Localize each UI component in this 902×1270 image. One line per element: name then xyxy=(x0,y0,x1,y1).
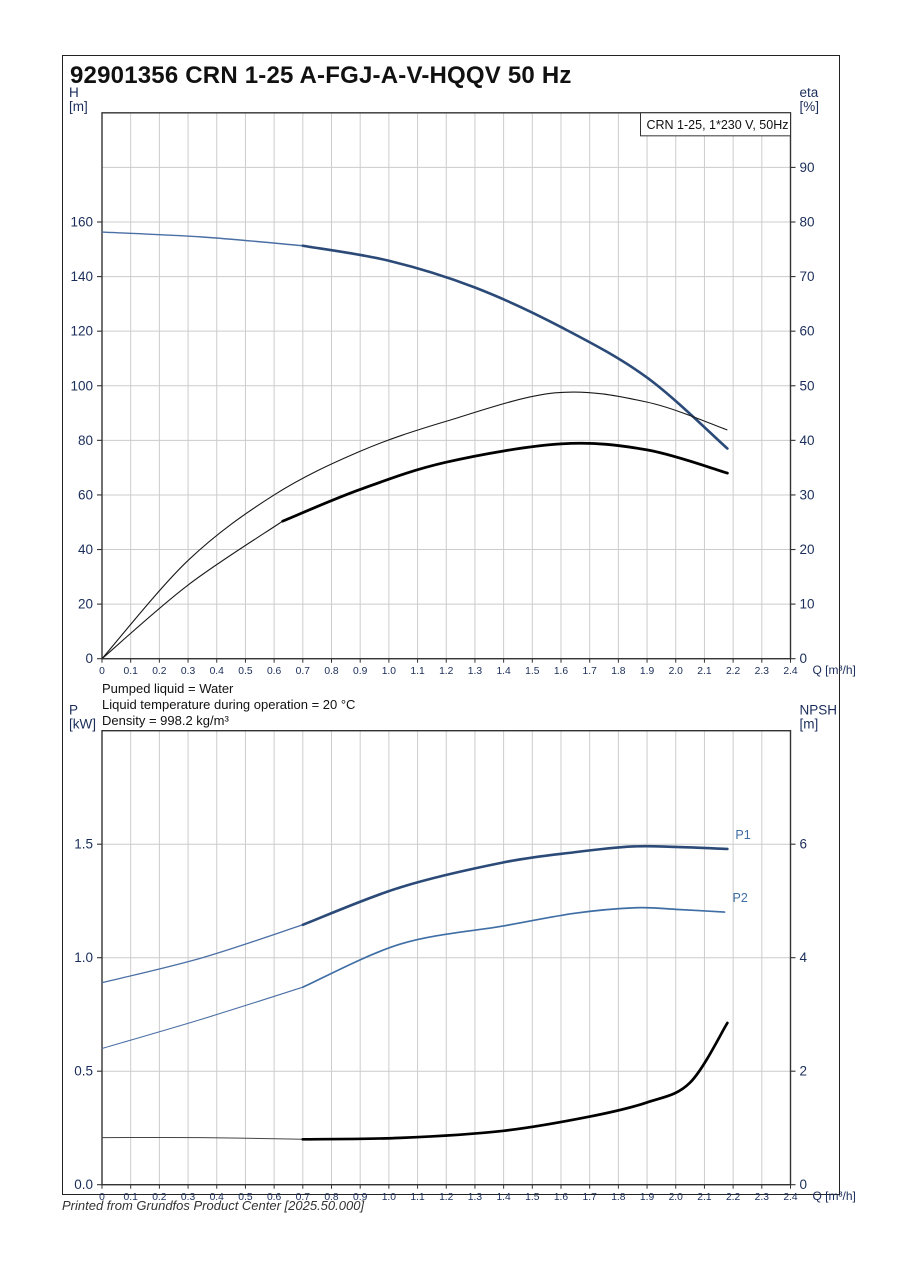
svg-text:2.3: 2.3 xyxy=(755,1192,770,1203)
svg-text:P2: P2 xyxy=(733,891,748,905)
svg-text:1.1: 1.1 xyxy=(410,1192,425,1203)
svg-text:1.9: 1.9 xyxy=(640,1192,655,1203)
svg-text:1.5: 1.5 xyxy=(74,837,93,852)
svg-text:2.0: 2.0 xyxy=(669,1192,684,1203)
svg-text:1.6: 1.6 xyxy=(554,1192,569,1203)
svg-text:P1: P1 xyxy=(735,828,750,842)
svg-text:0.5: 0.5 xyxy=(74,1064,93,1079)
svg-text:1.7: 1.7 xyxy=(583,1192,598,1203)
svg-text:2.2: 2.2 xyxy=(726,1192,741,1203)
svg-text:2.4: 2.4 xyxy=(783,1192,798,1203)
svg-text:P: P xyxy=(69,703,78,718)
svg-text:0.0: 0.0 xyxy=(74,1177,93,1192)
svg-text:4: 4 xyxy=(800,950,808,965)
svg-text:2: 2 xyxy=(800,1064,808,1079)
svg-text:1.3: 1.3 xyxy=(468,1192,483,1203)
svg-text:[kW]: [kW] xyxy=(69,717,96,732)
svg-text:1.2: 1.2 xyxy=(439,1192,454,1203)
svg-text:6: 6 xyxy=(800,837,808,852)
svg-text:1.0: 1.0 xyxy=(382,1192,397,1203)
svg-text:1.4: 1.4 xyxy=(496,1192,511,1203)
svg-text:1.5: 1.5 xyxy=(525,1192,540,1203)
svg-text:[m]: [m] xyxy=(800,717,819,732)
svg-text:2.1: 2.1 xyxy=(697,1192,712,1203)
svg-text:Q [m³/h]: Q [m³/h] xyxy=(813,1189,856,1203)
svg-text:1.8: 1.8 xyxy=(611,1192,626,1203)
svg-text:0: 0 xyxy=(800,1177,808,1192)
svg-text:NPSH: NPSH xyxy=(800,703,838,718)
svg-text:1.0: 1.0 xyxy=(74,950,93,965)
